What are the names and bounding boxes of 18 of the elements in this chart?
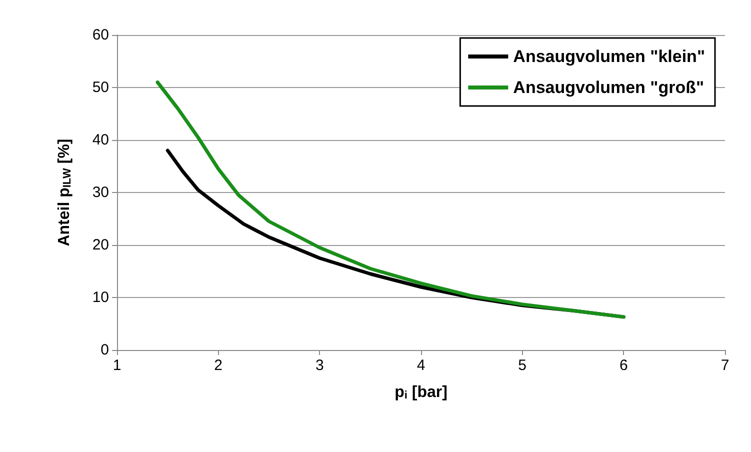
y-tick-label: 10 — [92, 289, 109, 306]
y-axis-title: Anteil pILW [%] — [56, 138, 74, 246]
y-tick-label: 40 — [92, 132, 109, 148]
x-tick-label: 6 — [619, 357, 628, 374]
x-tick-label: 5 — [518, 357, 527, 374]
y-tick-label: 60 — [92, 26, 109, 44]
legend-label: Ansaugvolumen "klein" — [513, 47, 706, 66]
y-tick-label: 50 — [92, 79, 109, 96]
x-tick-label: 2 — [214, 357, 223, 374]
x-tick-label: 1 — [112, 357, 122, 374]
y-tick-label: 0 — [100, 342, 109, 358]
y-tick-label: 20 — [92, 236, 109, 254]
legend-label: Ansaugvolumen "groß" — [513, 78, 704, 97]
y-tick-label: 30 — [92, 184, 109, 201]
x-tick-label: 3 — [315, 357, 324, 374]
x-axis-title: pi [bar] — [394, 384, 448, 402]
x-tick-label: 4 — [416, 357, 426, 374]
x-tick-label: 7 — [720, 357, 730, 374]
